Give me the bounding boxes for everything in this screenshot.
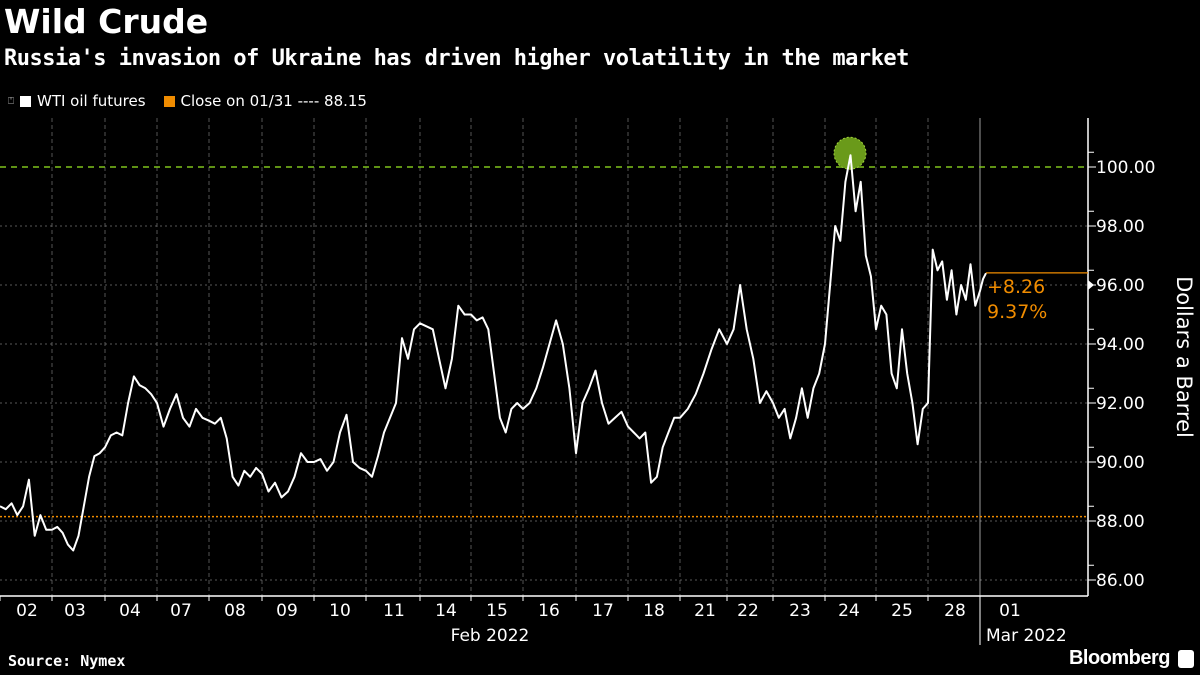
month-label: Feb 2022	[451, 626, 530, 646]
bloomberg-chart-icon	[1178, 650, 1194, 668]
x-tick-label: 03	[64, 601, 86, 621]
x-tick-label: 17	[592, 601, 614, 621]
x-tick-label: 25	[891, 601, 913, 621]
x-tick-label: 24	[838, 601, 860, 621]
y-tick-label: 98.00	[1096, 217, 1145, 237]
x-tick-label: 09	[276, 601, 298, 621]
chart-subtitle: Russia's invasion of Ukraine has driven …	[4, 46, 909, 71]
x-tick-label: 04	[119, 601, 141, 621]
legend-label-close: Close on 01/31 ---- 88.15	[180, 92, 367, 110]
x-tick-label: 01	[999, 601, 1021, 621]
x-tick-label: 15	[486, 601, 508, 621]
change-label: +8.26	[987, 276, 1045, 298]
x-tick-label: 14	[435, 601, 457, 621]
bloomberg-logo: Bloomberg	[1068, 647, 1171, 669]
percent-change-label: 9.37%	[987, 301, 1047, 323]
x-tick-label: 28	[944, 601, 966, 621]
y-axis-label: Dollars a Barrel	[1172, 276, 1196, 438]
x-tick-label: 07	[170, 601, 192, 621]
y-tick-label: 90.00	[1096, 453, 1145, 473]
y-tick-label: 100.00	[1096, 158, 1155, 178]
legend-swatch-wti	[20, 95, 31, 107]
legend-swatch-close	[163, 95, 175, 107]
x-tick-label: 11	[383, 601, 405, 621]
x-tick-label: 08	[224, 601, 246, 621]
y-tick-label: 94.00	[1096, 335, 1145, 355]
source-note: Source: Nymex	[8, 652, 126, 670]
x-tick-label: 16	[538, 601, 560, 621]
x-tick-label: 10	[329, 601, 351, 621]
x-tick-label: 21	[694, 601, 716, 621]
x-tick-label: 02	[16, 601, 38, 621]
peak-highlight-circle	[833, 136, 867, 170]
month-label: Mar 2022	[986, 626, 1067, 646]
y-tick-label: 92.00	[1096, 394, 1145, 414]
y-tick-label: 86.00	[1096, 571, 1145, 591]
legend-label-wti: WTI oil futures	[37, 92, 146, 110]
y-tick-label: 88.00	[1096, 512, 1145, 532]
chart-title: Wild Crude	[4, 2, 209, 41]
x-tick-label: 22	[737, 601, 759, 621]
x-tick-label: 23	[789, 601, 811, 621]
legend-toggle-icon[interactable]: ⍞	[8, 95, 14, 107]
x-tick-label: 18	[643, 601, 665, 621]
legend: ⍞ WTI oil futures Close on 01/31 ---- 88…	[8, 92, 367, 110]
y-tick-label: 96.00	[1096, 276, 1145, 296]
series-line-wti	[0, 154, 987, 552]
last-value-marker-icon	[1088, 280, 1094, 290]
